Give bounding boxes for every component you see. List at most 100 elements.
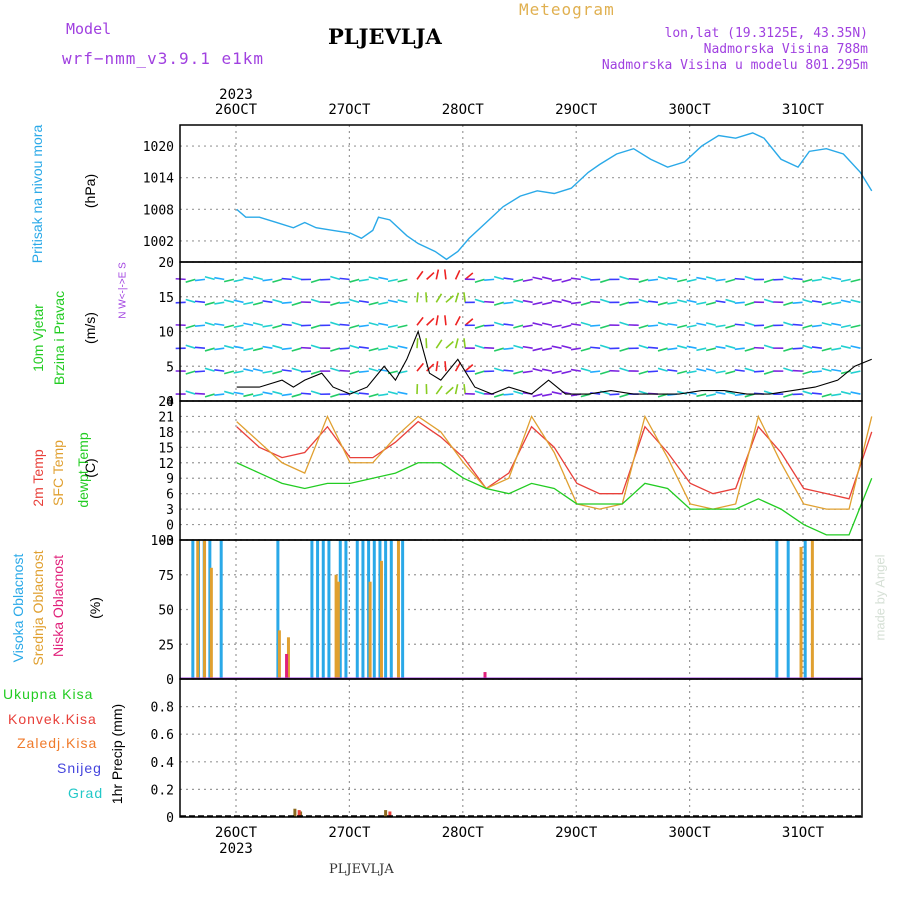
wind-arrow (445, 386, 454, 395)
wind-arrow (368, 321, 379, 327)
wind-arrow (647, 346, 659, 349)
wind-arrow (397, 324, 408, 329)
wind-arrow (628, 277, 639, 281)
wind-arrow (185, 344, 196, 349)
wind-arrow (330, 321, 341, 327)
wind-arrow (454, 362, 462, 372)
wind-arrow (358, 300, 369, 304)
wind-arrow (310, 298, 321, 304)
wind-arrow (223, 299, 235, 304)
wind-arrow (233, 299, 244, 304)
wind-arrow (850, 324, 861, 329)
wind-arrow (657, 367, 668, 372)
wind-arrow (686, 345, 697, 349)
wind-arrow (522, 370, 533, 374)
wind-arrow (243, 322, 254, 327)
wind-arrow (677, 344, 688, 349)
wind-arrow (686, 370, 697, 374)
wind-arrow (349, 324, 360, 329)
wind-arrow (725, 278, 736, 283)
wind-arrow (532, 322, 543, 327)
wind-arrow (667, 301, 678, 305)
wind-arrow (541, 368, 553, 372)
y-tick-label: 24 (158, 395, 174, 410)
wind-arrow (744, 347, 755, 352)
wind-arrow (223, 324, 235, 329)
wind-arrow (474, 390, 485, 395)
wind-arrow (252, 347, 263, 352)
y-tick-label: 0.2 (151, 783, 174, 798)
wind-arrow (715, 324, 726, 328)
cloud-bar-1 (810, 540, 814, 679)
wind-arrow (792, 323, 803, 327)
wind-arrow (522, 345, 533, 349)
wind-arrow (831, 368, 842, 372)
wind-arrow (416, 270, 424, 280)
wind-arrow (349, 344, 360, 349)
wind-arrow (599, 344, 611, 349)
wind-arrow (580, 321, 591, 327)
wind-arrow (425, 338, 428, 349)
wind-arrow (811, 346, 822, 349)
wind-arrow (262, 345, 273, 349)
wind-arrow (821, 276, 832, 281)
y-tick-label: 3 (166, 503, 174, 518)
wind-arrow (840, 278, 851, 283)
wind-arrow (310, 324, 321, 329)
grid-lines (180, 125, 862, 818)
wind-arrow (696, 322, 707, 327)
wind-arrow (484, 300, 495, 304)
wind-arrow (734, 393, 745, 397)
wind-arrow (416, 316, 424, 326)
wind-arrow (330, 275, 341, 281)
wind-arrow (744, 321, 755, 327)
precip-bar-1 (297, 810, 301, 817)
wind-arrow (493, 275, 504, 281)
wind-arrow (638, 370, 649, 375)
y-tick-label: 20 (158, 256, 174, 271)
wind-arrow (551, 299, 562, 304)
wind-arrow (243, 347, 254, 352)
wind-arrow (474, 324, 485, 329)
y-tick-label: 15 (158, 291, 174, 306)
wind-arrow (378, 301, 389, 306)
precip-bar-0 (384, 810, 388, 817)
wind-arrow (696, 301, 707, 306)
wind-arrow (580, 367, 591, 372)
wind-arrow (667, 276, 678, 281)
y-tick-label: 0 (166, 811, 174, 826)
wind-arrow (811, 370, 822, 374)
wind-arrow (532, 301, 543, 306)
wind-arrow (454, 384, 459, 395)
wind-arrow (686, 278, 697, 283)
wind-arrow (715, 391, 726, 395)
wind-arrow (725, 324, 736, 329)
cloud-bar-0 (786, 540, 790, 679)
wind-arrow (783, 275, 794, 281)
wind-arrow (464, 272, 474, 280)
cloud-bar-0 (327, 540, 331, 679)
wind-arrow (214, 393, 225, 397)
wind-arrow (272, 390, 283, 395)
wind-arrow (262, 391, 273, 395)
wind-arrow (445, 295, 454, 303)
wind-arrow (454, 315, 461, 326)
cloud-bar-1 (379, 560, 383, 679)
wind-arrow (252, 368, 263, 372)
wind-arrow (783, 367, 794, 372)
wind-arrow (503, 301, 514, 305)
wind-arrow (811, 392, 822, 395)
wind-arrow (541, 393, 553, 397)
wind-arrow (310, 278, 321, 284)
wind-arrow (705, 276, 717, 281)
wind-arrow (696, 347, 707, 352)
wind-arrow (831, 347, 842, 351)
wind-arrow (300, 346, 312, 349)
wind-arrow (570, 277, 581, 281)
wind-arrow (763, 370, 774, 375)
wind-arrow (291, 367, 302, 372)
wind-arrow (725, 390, 736, 395)
wind-arrow (513, 370, 524, 375)
cloud-bar-0 (372, 540, 376, 679)
wind-arrow (435, 269, 440, 280)
